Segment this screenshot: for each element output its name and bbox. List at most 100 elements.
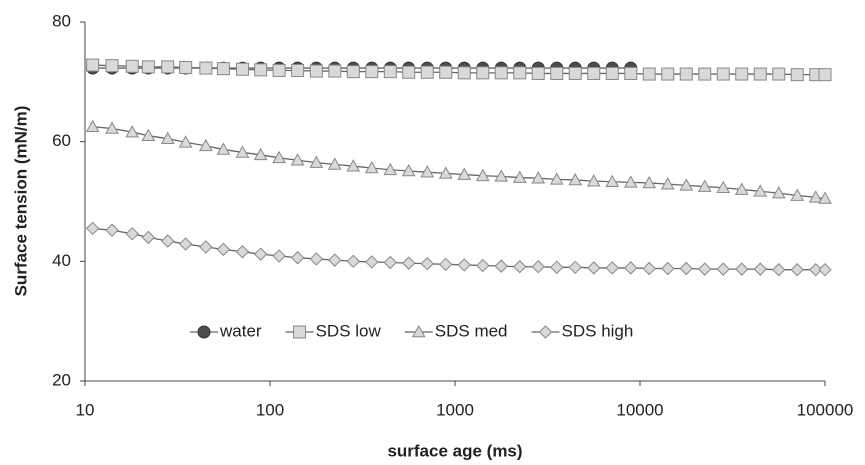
data-point: [457, 66, 471, 80]
data-point: [679, 178, 694, 191]
data-point: [679, 261, 693, 276]
data-point: [772, 67, 786, 81]
x-tick-label: 10: [76, 400, 95, 419]
data-point: [660, 177, 675, 190]
data-point: [290, 251, 305, 265]
data-point: [160, 131, 175, 144]
data-point: [383, 162, 398, 176]
data-point: [531, 171, 546, 184]
data-point: [383, 65, 397, 79]
data-point: [309, 155, 324, 168]
data-point: [753, 262, 767, 276]
data-point: [753, 67, 767, 81]
data-point: [235, 245, 250, 259]
data-point: [735, 67, 749, 81]
data-point: [476, 66, 490, 80]
y-tick-label: 40: [52, 251, 71, 270]
data-point: [586, 174, 601, 187]
data-point: [141, 128, 156, 141]
data-point: [105, 59, 119, 73]
data-point: [290, 153, 305, 166]
data-point: [494, 169, 509, 182]
data-point: [642, 261, 656, 276]
data-point: [494, 66, 508, 80]
data-point: [513, 260, 527, 274]
data-point: [624, 261, 638, 275]
data-point: [568, 66, 582, 80]
data-point: [642, 67, 656, 81]
data-point: [253, 247, 268, 261]
data-point: [568, 260, 582, 275]
data-point: [587, 66, 601, 80]
data-point: [105, 223, 119, 237]
data-point: [235, 145, 250, 158]
data-point: [198, 138, 213, 152]
data-point: [512, 170, 527, 183]
data-point: [698, 262, 712, 276]
legend-label: SDS med: [435, 321, 508, 340]
data-point: [531, 260, 545, 274]
data-point: [790, 68, 804, 82]
data-point: [420, 165, 435, 178]
data-point: [178, 135, 193, 148]
data-point: [818, 191, 832, 204]
data-point: [272, 249, 286, 263]
data-point: [161, 234, 175, 248]
data-point: [568, 172, 583, 186]
data-point: [86, 58, 100, 72]
data-point: [291, 63, 305, 77]
data-point: [642, 175, 657, 189]
data-point: [716, 180, 731, 194]
data-point: [401, 256, 416, 270]
data-point: [494, 259, 508, 273]
data-point: [125, 125, 140, 138]
data-point: [216, 242, 231, 257]
data-point: [309, 252, 324, 266]
data-point: [179, 60, 193, 74]
data-point: [476, 258, 490, 273]
data-point: [818, 263, 832, 277]
data-point: [85, 221, 100, 236]
data-point: [531, 66, 545, 80]
data-point: [383, 255, 398, 270]
data-point: [420, 257, 434, 271]
y-axis-title: Surface tension (mN/m): [11, 106, 30, 297]
data-point: [734, 182, 749, 195]
data-point: [513, 66, 527, 80]
data-point: [587, 261, 601, 275]
data-point: [402, 65, 416, 79]
data-point: [346, 65, 360, 79]
legend-label: SDS low: [316, 321, 382, 340]
data-point: [125, 227, 139, 241]
data-point: [818, 68, 832, 82]
x-tick-label: 1000: [436, 400, 474, 419]
x-tick-label: 100: [256, 400, 284, 419]
data-point: [549, 172, 564, 185]
data-point: [328, 253, 342, 267]
legend-marker: [197, 325, 211, 339]
x-tick-label: 10000: [616, 400, 663, 419]
legend-label: water: [219, 321, 262, 340]
legend-marker: [293, 325, 307, 339]
data-point: [401, 163, 416, 177]
data-point: [327, 157, 342, 170]
legend-marker: [411, 324, 426, 338]
data-point: [365, 255, 379, 269]
data-point: [328, 64, 342, 78]
data-point: [716, 67, 730, 81]
data-point: [439, 65, 453, 79]
data-point: [457, 258, 471, 272]
series-line: [92, 126, 826, 200]
data-point: [550, 260, 564, 275]
data-point: [438, 166, 453, 179]
data-point: [253, 147, 268, 161]
data-point: [457, 167, 472, 180]
data-point: [605, 66, 619, 80]
data-point: [624, 66, 638, 80]
legend-marker: [538, 325, 553, 339]
data-point: [272, 150, 286, 164]
data-point: [475, 168, 490, 182]
data-point: [272, 63, 286, 77]
data-point: [178, 237, 193, 251]
